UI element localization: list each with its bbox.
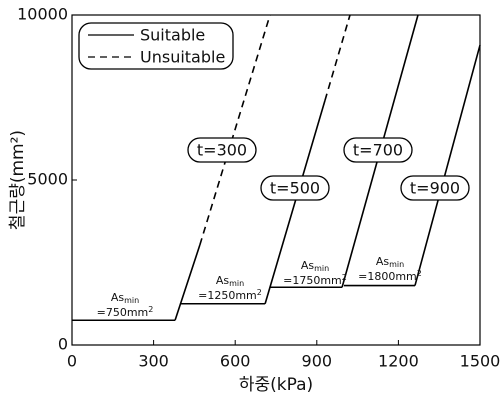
series-label-box — [400, 175, 470, 201]
annotation-sup: 2 — [342, 273, 347, 282]
x-tick-label: 600 — [220, 352, 251, 371]
series-segment — [414, 44, 481, 286]
series-label: t=700 — [353, 141, 403, 160]
annotation-value: =1800mm2 — [358, 269, 422, 284]
x-tick-label: 900 — [302, 352, 333, 371]
x-tick-label: 0 — [67, 352, 77, 371]
annotation-as: Asmin — [111, 291, 139, 305]
annotation-main: As — [111, 291, 125, 304]
annotation-as: Asmin — [301, 259, 329, 273]
series-label: t=900 — [410, 179, 460, 198]
x-tick-label: 1200 — [378, 352, 419, 371]
annotation-sup: 2 — [148, 305, 153, 314]
series-segment — [199, 14, 271, 246]
annotation-sub: min — [229, 279, 244, 288]
y-axis-title: 철근량(mm²) — [8, 130, 28, 230]
series-label-box — [187, 137, 257, 163]
annotation-value: =1250mm2 — [198, 288, 262, 303]
annotation-text: =1800mm — [358, 270, 417, 283]
y-tick-label: 10000 — [17, 5, 68, 24]
annotation-main: As — [301, 259, 315, 272]
series-label: t=300 — [197, 141, 247, 160]
x-tick-label: 1500 — [460, 352, 500, 371]
y-tick-label: 5000 — [27, 170, 68, 189]
annotation-sub: min — [314, 264, 329, 273]
x-tick-label: 300 — [138, 352, 169, 371]
annotation-sup: 2 — [417, 269, 422, 278]
legend-label: Unsuitable — [140, 48, 225, 67]
series-segment — [264, 100, 326, 304]
annotation-main: As — [376, 255, 390, 268]
series-label-box — [260, 175, 330, 201]
annotation-as: Asmin — [216, 274, 244, 288]
annotation-sup: 2 — [257, 288, 262, 297]
series-label: t=500 — [270, 179, 320, 198]
annotation-sub: min — [124, 296, 139, 305]
annotation-sub: min — [389, 260, 404, 269]
annotation-text: =1250mm — [198, 289, 257, 302]
annotation-value: =1750mm2 — [283, 273, 347, 288]
legend-label: Suitable — [140, 26, 205, 45]
annotation-value: =750mm2 — [97, 305, 154, 320]
annotation-main: As — [216, 274, 230, 287]
series-label-box — [343, 137, 413, 163]
annotation-as: Asmin — [376, 255, 404, 269]
x-axis-title: 하중(kPa) — [239, 375, 313, 395]
series-segment — [174, 244, 201, 321]
y-tick-label: 0 — [58, 335, 68, 354]
series-segment — [324, 14, 351, 101]
annotation-text: =750mm — [97, 306, 149, 319]
annotation-text: =1750mm — [283, 274, 342, 287]
